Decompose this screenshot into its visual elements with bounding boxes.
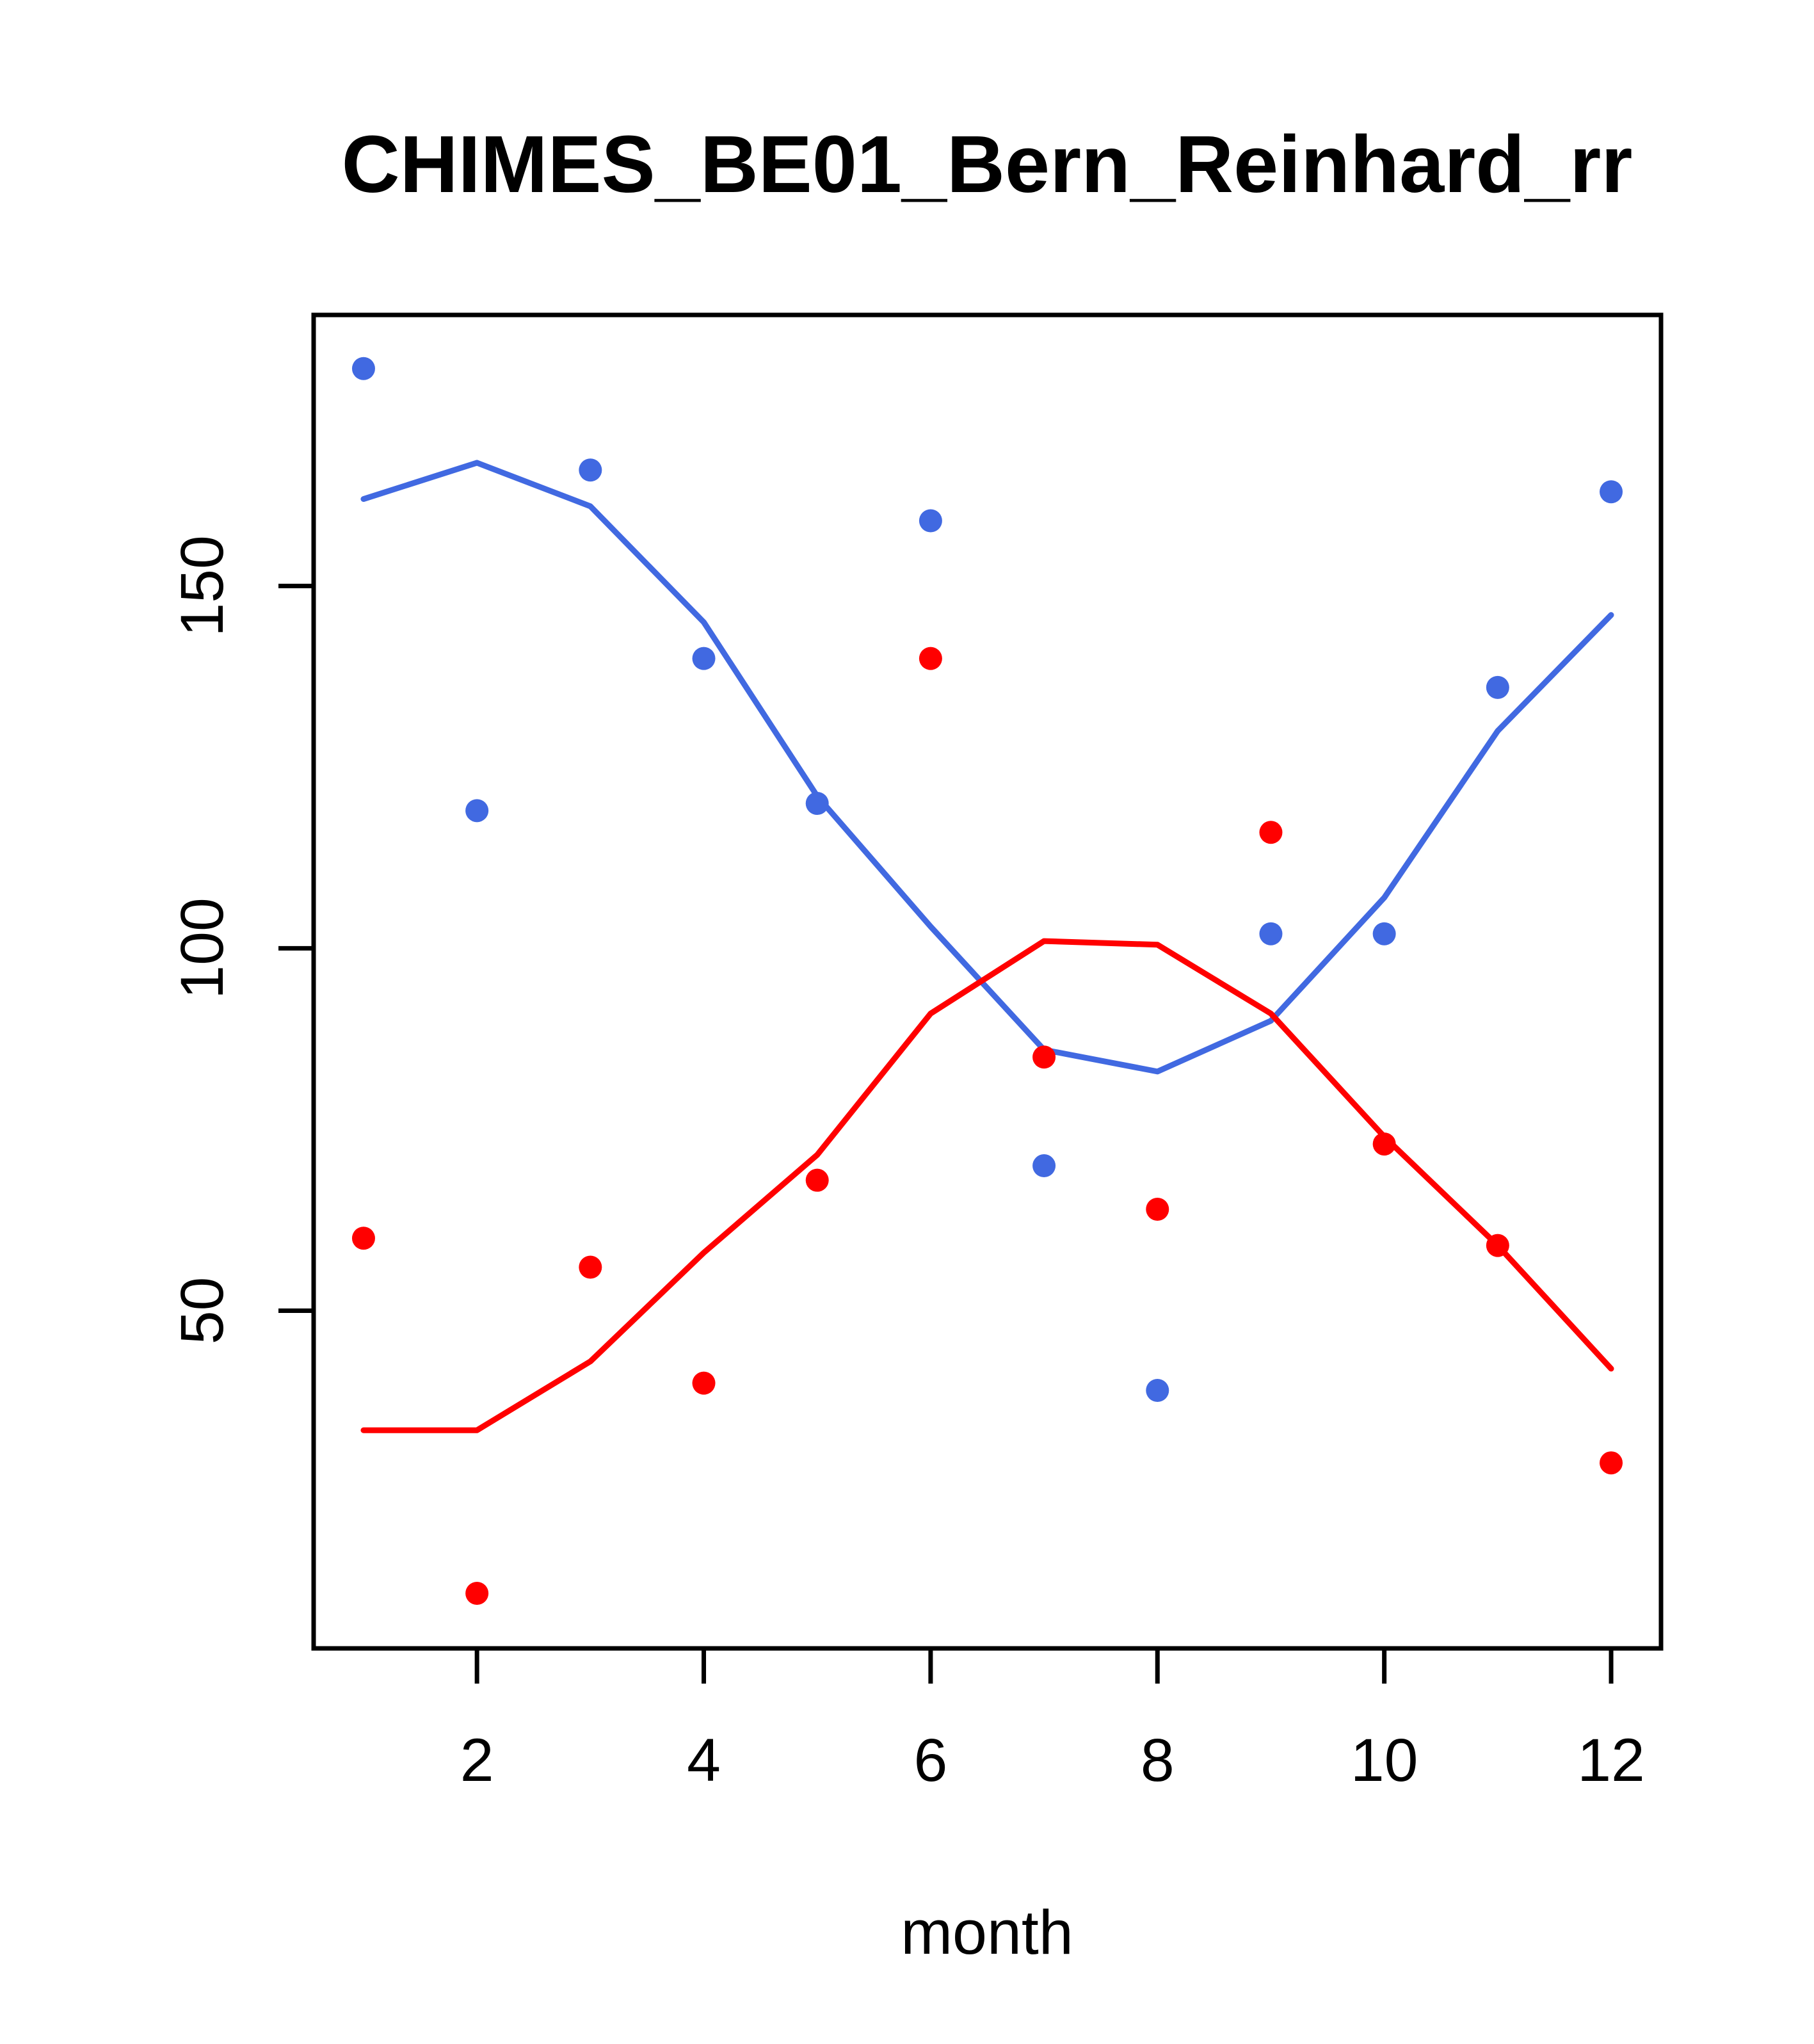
data-point-blue-month-4 bbox=[692, 647, 716, 670]
plot-box bbox=[311, 312, 1664, 1651]
x-axis-tick-label: 8 bbox=[1141, 1726, 1175, 1794]
data-point-red-month-12 bbox=[1600, 1451, 1623, 1475]
y-axis-tick-label: 150 bbox=[168, 535, 236, 637]
data-point-red-month-6 bbox=[919, 647, 942, 670]
data-point-blue-month-1 bbox=[351, 357, 375, 380]
data-point-red-month-11 bbox=[1486, 1234, 1509, 1257]
data-point-red-month-4 bbox=[692, 1371, 716, 1395]
x-axis-label: month bbox=[901, 1897, 1073, 1967]
data-point-blue-month-6 bbox=[919, 509, 942, 533]
data-point-red-month-9 bbox=[1259, 821, 1283, 844]
blue-smooth-trend-line bbox=[360, 460, 1614, 1075]
data-point-blue-month-3 bbox=[579, 458, 602, 482]
data-point-red-month-8 bbox=[1146, 1197, 1169, 1221]
data-point-red-month-5 bbox=[805, 1168, 829, 1192]
data-point-blue-month-10 bbox=[1372, 922, 1396, 946]
data-point-red-month-7 bbox=[1032, 1045, 1056, 1069]
data-point-red-month-10 bbox=[1372, 1132, 1396, 1156]
data-point-blue-month-7 bbox=[1032, 1154, 1056, 1178]
data-point-blue-month-12 bbox=[1600, 480, 1623, 504]
red-smooth-trend-line bbox=[360, 938, 1614, 1433]
x-axis-tick-label: 2 bbox=[460, 1726, 494, 1794]
chart-title: CHIMES_BE01_Bern_Reinhard_rr bbox=[342, 119, 1633, 209]
data-point-blue-month-9 bbox=[1259, 922, 1283, 946]
y-axis-tick-label: 50 bbox=[168, 1277, 236, 1345]
data-point-blue-month-8 bbox=[1146, 1378, 1169, 1402]
data-point-red-month-1 bbox=[351, 1227, 375, 1250]
data-point-blue-month-2 bbox=[465, 799, 489, 823]
data-point-red-month-3 bbox=[579, 1255, 602, 1279]
x-axis-tick-label: 6 bbox=[913, 1726, 947, 1794]
x-axis-tick-label: 4 bbox=[687, 1726, 721, 1794]
x-axis-tick-label: 12 bbox=[1577, 1726, 1645, 1794]
data-point-blue-month-11 bbox=[1486, 675, 1509, 699]
data-point-blue-month-5 bbox=[805, 792, 829, 816]
y-axis-tick-label: 100 bbox=[168, 897, 236, 999]
data-point-red-month-2 bbox=[465, 1581, 489, 1605]
x-axis-tick-label: 10 bbox=[1351, 1726, 1418, 1794]
